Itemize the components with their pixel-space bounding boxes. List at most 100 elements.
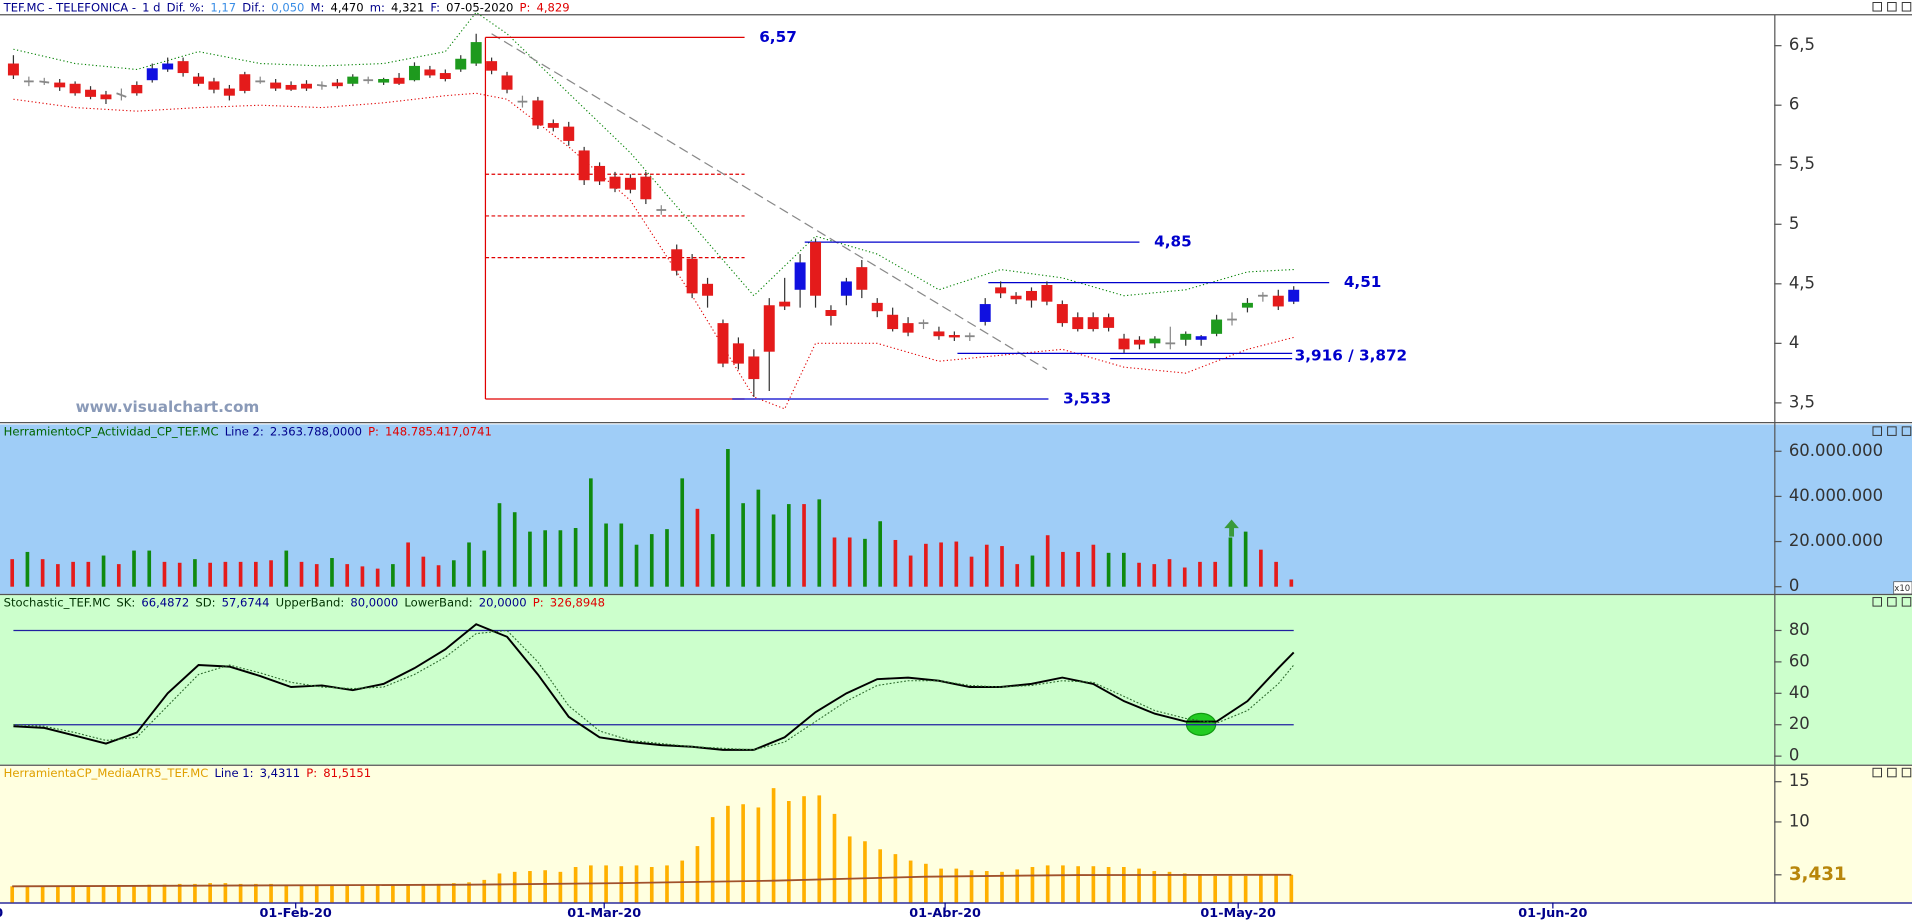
bar [254, 883, 258, 903]
bar [284, 884, 289, 903]
candle-body [887, 314, 899, 330]
bar [756, 489, 761, 587]
candle-body [1133, 339, 1145, 345]
candle-body [1149, 338, 1161, 344]
candle-body [270, 82, 282, 89]
bar [147, 550, 152, 587]
candle-body [1072, 317, 1084, 330]
bar [710, 534, 715, 587]
bar [1213, 561, 1218, 587]
bar [1076, 551, 1080, 587]
bar [817, 499, 822, 587]
bar [695, 846, 700, 903]
candle-body [239, 74, 251, 91]
header-part: 148.785.417,0741 [385, 424, 492, 438]
bar [254, 561, 258, 587]
header-part: Line 2: [225, 424, 264, 438]
header-part: Dif.: [242, 0, 265, 14]
bar [1152, 564, 1157, 587]
panel-header: TEF.MC - TELEFONICA - 1 d Dif. %: 1,17 Dif.:… [3, 0, 570, 14]
candle-body [331, 82, 343, 87]
candle-body [810, 242, 822, 296]
bar [863, 841, 867, 903]
candle-doji [316, 84, 327, 88]
bar [817, 795, 822, 903]
bar [1243, 875, 1248, 903]
header-part: SK: [116, 595, 135, 609]
level-label: 3,916 / 3,872 [1295, 346, 1408, 364]
bar [25, 886, 30, 903]
header-part: m: [370, 0, 385, 14]
bar [619, 523, 624, 587]
bar [1045, 535, 1050, 587]
candle-body [856, 267, 868, 290]
window-buttons[interactable] [1872, 2, 1912, 778]
bar [969, 870, 974, 903]
bar [726, 449, 730, 587]
bar [451, 560, 456, 587]
bar [223, 561, 228, 587]
header-part: P: [368, 424, 379, 438]
bar [1198, 875, 1202, 903]
candle-body [486, 61, 498, 71]
bar [878, 849, 883, 903]
bar [939, 542, 943, 587]
bar [162, 561, 167, 587]
header-part: 0,050 [271, 0, 304, 14]
bar [771, 788, 776, 903]
bar [939, 868, 943, 903]
bar [1015, 564, 1020, 587]
header-part: 81,5151 [323, 766, 371, 780]
bar [1259, 875, 1263, 903]
bar [695, 508, 700, 587]
candle-body [393, 77, 405, 84]
header-part: 80,0000 [350, 595, 398, 609]
bar [436, 565, 441, 587]
candle-body [1288, 289, 1300, 302]
candle-body [779, 301, 791, 307]
x-axis-strip [0, 902, 1912, 922]
last-value-label: 3,431 [1789, 864, 1847, 885]
candle-body [563, 126, 575, 141]
bar [208, 883, 212, 903]
bar [375, 568, 380, 587]
candle-body [7, 63, 19, 76]
bar [1000, 546, 1004, 587]
y-tick-label: 20 [1789, 714, 1810, 733]
header-part: SD: [195, 595, 215, 609]
bar [543, 870, 547, 903]
bar [1015, 869, 1020, 903]
candle-body [640, 176, 652, 200]
candle-body [162, 63, 174, 70]
bar [741, 804, 745, 903]
bar [330, 885, 334, 903]
bar [1289, 874, 1294, 903]
signal-arrow [1224, 519, 1239, 537]
candle-body [594, 165, 606, 182]
bar [924, 863, 928, 903]
header-part: P: [519, 0, 530, 14]
bar [56, 564, 60, 587]
bar [360, 885, 365, 903]
y-tick-label: 4 [1789, 333, 1799, 352]
y-tick-label: 6 [1789, 95, 1799, 114]
bar [1182, 567, 1187, 587]
bar [954, 868, 959, 903]
candle-body [378, 79, 390, 83]
stochastic-panel [0, 595, 1912, 765]
bar [1106, 867, 1111, 903]
panel-header: Stochastic_TEF.MC SK: 66,4872 SD: 57,6744 Upp… [4, 595, 605, 609]
candle-body [131, 84, 143, 94]
bar [360, 566, 365, 587]
bar [878, 521, 883, 587]
header-part: 1 d [142, 0, 160, 14]
bar [1259, 549, 1263, 587]
average-line [12, 873, 1292, 888]
bar [512, 871, 517, 903]
bar [467, 882, 471, 903]
candle-body [1272, 295, 1284, 307]
series-line [13, 623, 1295, 751]
bar [1137, 562, 1141, 587]
bar [741, 503, 745, 587]
header-part: 326,8948 [550, 595, 605, 609]
